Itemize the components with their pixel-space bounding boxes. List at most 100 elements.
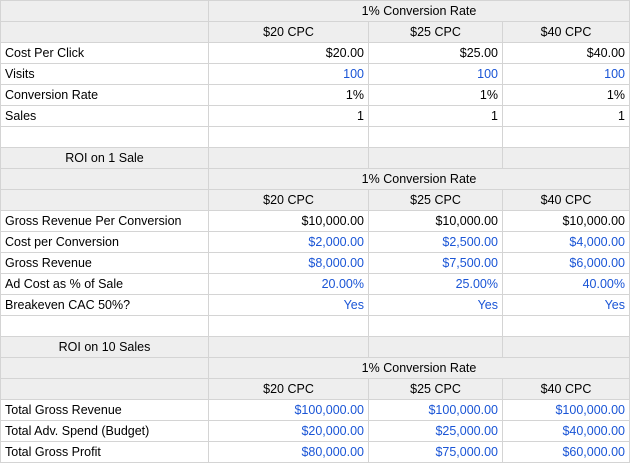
row-label[interactable]: Total Adv. Spend (Budget) xyxy=(0,420,209,442)
data-cell[interactable]: $40.00 xyxy=(502,42,630,64)
row-label[interactable]: Conversion Rate xyxy=(0,84,209,106)
data-cell[interactable]: $10,000.00 xyxy=(368,210,503,232)
row-label[interactable]: Cost per Conversion xyxy=(0,231,209,253)
section1-column-header-row: $20 CPC $25 CPC $40 CPC xyxy=(0,21,630,43)
row-label[interactable]: Ad Cost as % of Sale xyxy=(0,273,209,295)
column-header-20-cpc[interactable]: $20 CPC xyxy=(208,378,369,400)
data-cell[interactable]: Yes xyxy=(368,294,503,316)
blank-row xyxy=(0,126,630,148)
cell-empty[interactable] xyxy=(0,0,209,22)
table-row: Gross Revenue Per Conversion $10,000.00 … xyxy=(0,210,630,232)
table-row: Cost per Conversion $2,000.00 $2,500.00 … xyxy=(0,231,630,253)
data-cell[interactable]: $25.00 xyxy=(368,42,503,64)
data-cell[interactable]: $20,000.00 xyxy=(208,420,369,442)
table-row: Ad Cost as % of Sale 20.00% 25.00% 40.00… xyxy=(0,273,630,295)
data-cell[interactable]: 1 xyxy=(502,105,630,127)
cell-empty[interactable] xyxy=(368,147,503,169)
data-cell[interactable]: $2,000.00 xyxy=(208,231,369,253)
section3-title-row: ROI on 10 Sales xyxy=(0,336,630,358)
data-cell[interactable]: $60,000.00 xyxy=(502,441,630,463)
column-header-40-cpc[interactable]: $40 CPC xyxy=(502,189,630,211)
row-label[interactable]: Total Gross Profit xyxy=(0,441,209,463)
data-cell[interactable]: 100 xyxy=(502,63,630,85)
cell-empty[interactable] xyxy=(502,147,630,169)
table-row: Total Gross Profit $80,000.00 $75,000.00… xyxy=(0,441,630,463)
cell-empty[interactable] xyxy=(208,315,369,337)
column-header-20-cpc[interactable]: $20 CPC xyxy=(208,21,369,43)
section3-group-header-row: 1% Conversion Rate xyxy=(0,357,630,379)
section-title[interactable]: ROI on 10 Sales xyxy=(0,336,209,358)
data-cell[interactable]: $2,500.00 xyxy=(368,231,503,253)
data-cell[interactable]: $25,000.00 xyxy=(368,420,503,442)
data-cell[interactable]: $100,000.00 xyxy=(208,399,369,421)
data-cell[interactable]: 100 xyxy=(368,63,503,85)
cell-empty[interactable] xyxy=(0,357,209,379)
data-cell[interactable]: Yes xyxy=(208,294,369,316)
cell-empty[interactable] xyxy=(368,336,503,358)
data-cell[interactable]: $75,000.00 xyxy=(368,441,503,463)
data-cell[interactable]: $20.00 xyxy=(208,42,369,64)
group-header-cell[interactable]: 1% Conversion Rate xyxy=(208,168,630,190)
cell-empty[interactable] xyxy=(0,126,209,148)
data-cell[interactable]: 1 xyxy=(368,105,503,127)
data-cell[interactable]: $6,000.00 xyxy=(502,252,630,274)
row-label[interactable]: Cost Per Click xyxy=(0,42,209,64)
cell-empty[interactable] xyxy=(0,378,209,400)
cell-empty[interactable] xyxy=(0,21,209,43)
cell-empty[interactable] xyxy=(368,315,503,337)
section1-group-header-row: 1% Conversion Rate xyxy=(0,0,630,22)
column-header-20-cpc[interactable]: $20 CPC xyxy=(208,189,369,211)
data-cell[interactable]: $7,500.00 xyxy=(368,252,503,274)
cell-empty[interactable] xyxy=(0,189,209,211)
data-cell[interactable]: 1% xyxy=(368,84,503,106)
cell-empty[interactable] xyxy=(208,147,369,169)
section-title[interactable]: ROI on 1 Sale xyxy=(0,147,209,169)
data-cell[interactable]: 20.00% xyxy=(208,273,369,295)
column-header-40-cpc[interactable]: $40 CPC xyxy=(502,378,630,400)
table-row: Sales 1 1 1 xyxy=(0,105,630,127)
table-row: Cost Per Click $20.00 $25.00 $40.00 xyxy=(0,42,630,64)
data-cell[interactable]: 25.00% xyxy=(368,273,503,295)
data-cell[interactable]: $100,000.00 xyxy=(368,399,503,421)
blank-row xyxy=(0,315,630,337)
group-header-cell[interactable]: 1% Conversion Rate xyxy=(208,0,630,22)
data-cell[interactable]: 40.00% xyxy=(502,273,630,295)
section2-title-row: ROI on 1 Sale xyxy=(0,147,630,169)
row-label[interactable]: Gross Revenue Per Conversion xyxy=(0,210,209,232)
column-header-25-cpc[interactable]: $25 CPC xyxy=(368,21,503,43)
row-label[interactable]: Breakeven CAC 50%? xyxy=(0,294,209,316)
column-header-25-cpc[interactable]: $25 CPC xyxy=(368,378,503,400)
table-row: Visits 100 100 100 xyxy=(0,63,630,85)
table-row: Total Gross Revenue $100,000.00 $100,000… xyxy=(0,399,630,421)
data-cell[interactable]: 1 xyxy=(208,105,369,127)
table-row: Breakeven CAC 50%? Yes Yes Yes xyxy=(0,294,630,316)
cell-empty[interactable] xyxy=(502,315,630,337)
data-cell[interactable]: $100,000.00 xyxy=(502,399,630,421)
cell-empty[interactable] xyxy=(208,126,369,148)
row-label[interactable]: Gross Revenue xyxy=(0,252,209,274)
table-row: Conversion Rate 1% 1% 1% xyxy=(0,84,630,106)
data-cell[interactable]: $10,000.00 xyxy=(502,210,630,232)
cell-empty[interactable] xyxy=(0,168,209,190)
row-label[interactable]: Total Gross Revenue xyxy=(0,399,209,421)
data-cell[interactable]: 1% xyxy=(502,84,630,106)
group-header-cell[interactable]: 1% Conversion Rate xyxy=(208,357,630,379)
data-cell[interactable]: $40,000.00 xyxy=(502,420,630,442)
cell-empty[interactable] xyxy=(502,126,630,148)
data-cell[interactable]: 100 xyxy=(208,63,369,85)
row-label[interactable]: Sales xyxy=(0,105,209,127)
column-header-25-cpc[interactable]: $25 CPC xyxy=(368,189,503,211)
cell-empty[interactable] xyxy=(208,336,369,358)
data-cell[interactable]: Yes xyxy=(502,294,630,316)
cell-empty[interactable] xyxy=(502,336,630,358)
row-label[interactable]: Visits xyxy=(0,63,209,85)
cell-empty[interactable] xyxy=(0,315,209,337)
cell-empty[interactable] xyxy=(368,126,503,148)
data-cell[interactable]: $80,000.00 xyxy=(208,441,369,463)
data-cell[interactable]: $8,000.00 xyxy=(208,252,369,274)
data-cell[interactable]: $10,000.00 xyxy=(208,210,369,232)
column-header-40-cpc[interactable]: $40 CPC xyxy=(502,21,630,43)
data-cell[interactable]: $4,000.00 xyxy=(502,231,630,253)
data-cell[interactable]: 1% xyxy=(208,84,369,106)
